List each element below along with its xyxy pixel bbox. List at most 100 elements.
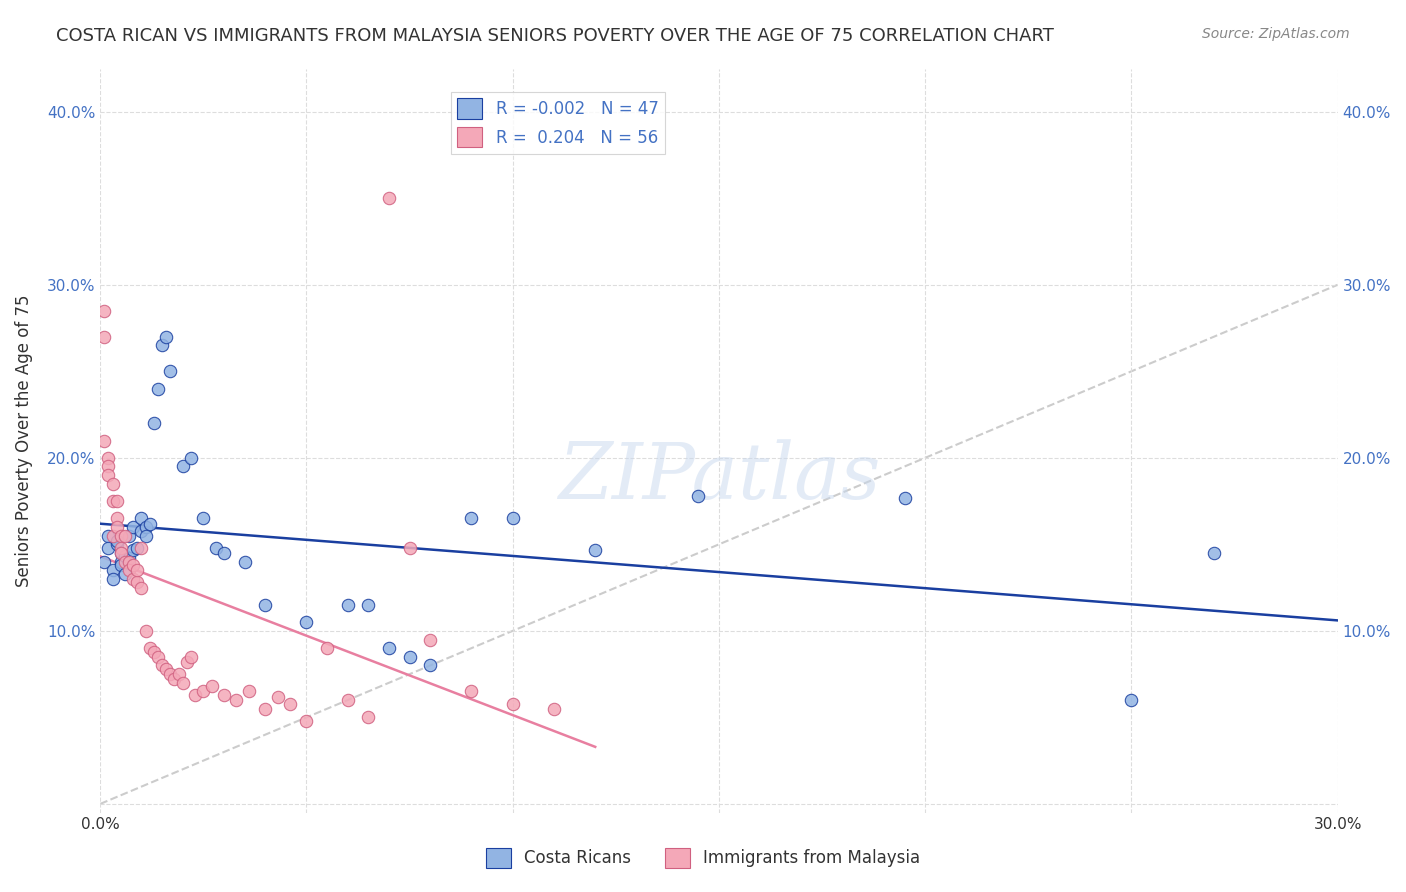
Point <box>110 546 132 560</box>
Point <box>93 329 115 343</box>
Point <box>172 459 194 474</box>
Point <box>110 541 132 555</box>
Point <box>93 303 115 318</box>
Point <box>105 511 128 525</box>
Point <box>118 563 141 577</box>
Point <box>233 555 256 569</box>
Point <box>101 494 124 508</box>
Point <box>110 558 132 573</box>
Point <box>131 581 153 595</box>
Point <box>204 541 226 555</box>
Point <box>131 541 153 555</box>
Point <box>1121 693 1143 707</box>
Point <box>101 572 124 586</box>
Point <box>398 541 420 555</box>
Point <box>105 494 128 508</box>
Point <box>93 555 115 569</box>
Point <box>127 575 149 590</box>
Point <box>893 491 915 505</box>
Point <box>1202 546 1225 560</box>
Point <box>460 511 482 525</box>
Point <box>131 524 153 538</box>
Point <box>254 702 277 716</box>
Point <box>167 667 190 681</box>
Point <box>295 714 318 728</box>
Point <box>127 563 149 577</box>
Point <box>105 520 128 534</box>
Point <box>184 688 207 702</box>
Point <box>212 546 235 560</box>
Point <box>97 541 120 555</box>
Point <box>155 329 177 343</box>
Point <box>135 624 157 638</box>
Legend: Costa Ricans, Immigrants from Malaysia: Costa Ricans, Immigrants from Malaysia <box>479 841 927 875</box>
Point <box>193 511 215 525</box>
Point <box>105 533 128 548</box>
Point <box>97 529 120 543</box>
Point <box>176 655 198 669</box>
Point <box>139 641 162 656</box>
Point <box>114 555 136 569</box>
Point <box>254 598 277 612</box>
Point <box>357 710 380 724</box>
Point <box>172 675 194 690</box>
Point <box>266 690 288 704</box>
Point <box>97 459 120 474</box>
Point <box>336 598 359 612</box>
Point <box>146 382 169 396</box>
Point <box>225 693 247 707</box>
Point <box>460 684 482 698</box>
Point <box>502 697 524 711</box>
Point <box>110 555 132 569</box>
Point <box>295 615 318 630</box>
Point <box>159 364 181 378</box>
Point <box>142 416 165 430</box>
Point <box>502 511 524 525</box>
Point <box>139 516 162 531</box>
Point <box>122 558 145 573</box>
Point <box>543 702 565 716</box>
Point <box>118 551 141 566</box>
Point <box>378 641 401 656</box>
Text: Source: ZipAtlas.com: Source: ZipAtlas.com <box>1202 27 1350 41</box>
Point <box>105 537 128 551</box>
Point <box>122 520 145 534</box>
Point <box>114 549 136 564</box>
Point <box>142 645 165 659</box>
Point <box>419 632 441 647</box>
Point <box>97 450 120 465</box>
Point <box>101 563 124 577</box>
Point <box>122 572 145 586</box>
Point <box>688 489 710 503</box>
Point <box>155 662 177 676</box>
Point <box>419 658 441 673</box>
Point <box>336 693 359 707</box>
Point <box>583 542 606 557</box>
Y-axis label: Seniors Poverty Over the Age of 75: Seniors Poverty Over the Age of 75 <box>15 294 32 587</box>
Point <box>114 566 136 581</box>
Point <box>135 520 157 534</box>
Point <box>398 649 420 664</box>
Text: ZIPatlas: ZIPatlas <box>558 440 880 516</box>
Point <box>135 529 157 543</box>
Point <box>180 450 202 465</box>
Point <box>316 641 339 656</box>
Point <box>201 679 224 693</box>
Point <box>110 546 132 560</box>
Point <box>101 529 124 543</box>
Point <box>114 529 136 543</box>
Point <box>118 529 141 543</box>
Point <box>97 468 120 483</box>
Text: COSTA RICAN VS IMMIGRANTS FROM MALAYSIA SENIORS POVERTY OVER THE AGE OF 75 CORRE: COSTA RICAN VS IMMIGRANTS FROM MALAYSIA … <box>56 27 1054 45</box>
Point <box>122 542 145 557</box>
Point <box>101 476 124 491</box>
Point <box>159 667 181 681</box>
Point <box>118 555 141 569</box>
Point <box>146 649 169 664</box>
Point <box>131 511 153 525</box>
Legend: R = -0.002   N = 47, R =  0.204   N = 56: R = -0.002 N = 47, R = 0.204 N = 56 <box>451 92 665 154</box>
Point <box>110 529 132 543</box>
Point <box>93 434 115 448</box>
Point <box>150 658 173 673</box>
Point <box>278 697 301 711</box>
